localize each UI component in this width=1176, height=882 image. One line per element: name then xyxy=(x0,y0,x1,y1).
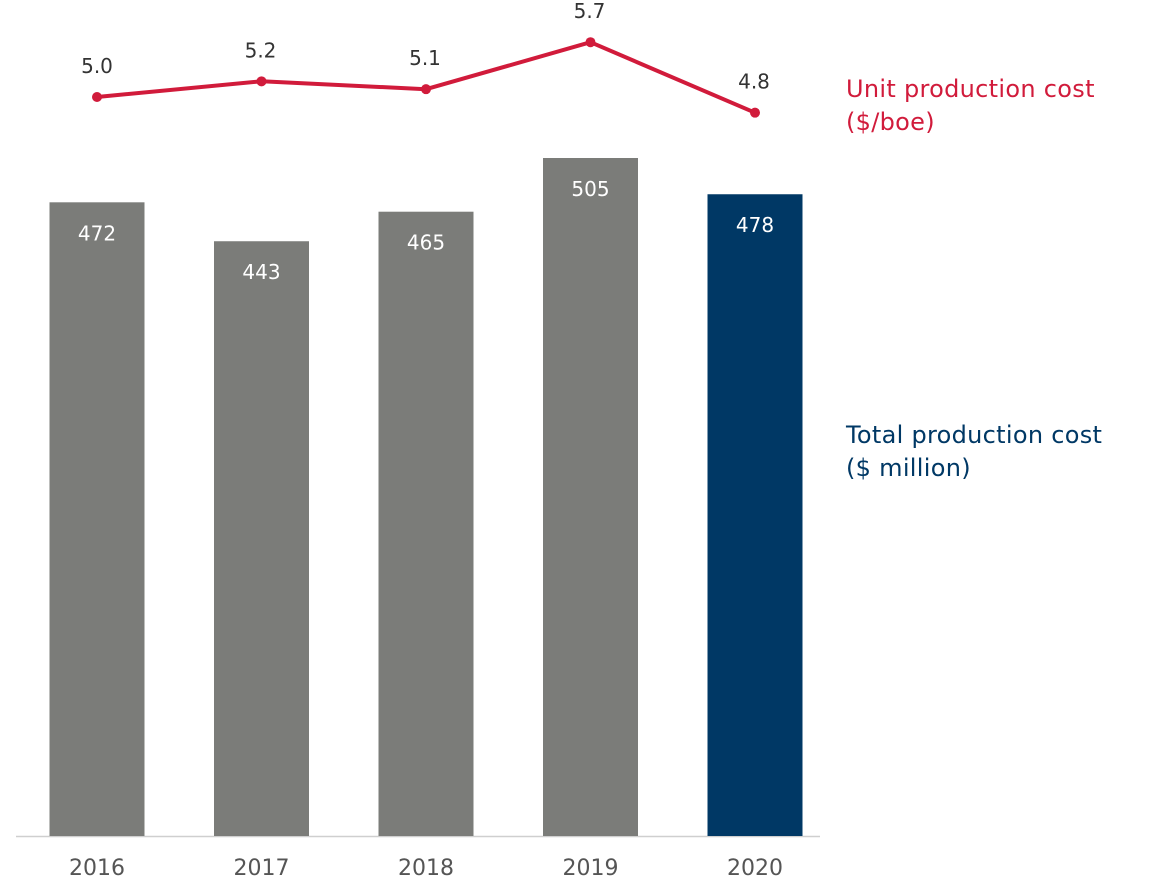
x-tick-label-2019: 2019 xyxy=(563,856,619,881)
unit-cost-point-2017 xyxy=(256,76,267,87)
unit-cost-value-labels: 5.0 5.2 5.1 5.7 4.8 xyxy=(81,0,770,94)
x-axis-tick-labels: 2016 2017 2018 2019 2020 xyxy=(69,856,783,881)
unit-cost-point-2018 xyxy=(421,84,431,95)
line-legend-title: Unit production cost xyxy=(846,75,1095,103)
unit-cost-point-2020 xyxy=(750,107,760,118)
unit-cost-label-2017: 5.2 xyxy=(245,38,277,62)
bar-2019 xyxy=(543,158,638,836)
bar-2017 xyxy=(214,241,309,836)
bar-2018 xyxy=(378,211,474,836)
bar-value-label-2016: 472 xyxy=(78,221,116,245)
unit-cost-label-2019: 5.7 xyxy=(574,0,606,23)
bar-value-labels: 472 443 465 505 478 xyxy=(78,177,774,284)
bar-series xyxy=(49,158,803,837)
bar-value-label-2018: 465 xyxy=(407,231,445,255)
unit-cost-label-2016: 5.0 xyxy=(81,54,113,78)
bar-value-label-2017: 443 xyxy=(242,260,280,284)
unit-cost-point-2016 xyxy=(92,92,102,102)
x-tick-label-2018: 2018 xyxy=(398,856,454,881)
x-tick-label-2020: 2020 xyxy=(727,856,783,881)
unit-cost-point-2019 xyxy=(585,37,596,48)
bar-legend-unit: ($ million) xyxy=(846,454,971,482)
bar-series-legend: Total production cost ($ million) xyxy=(846,419,1102,485)
unit-cost-points xyxy=(92,37,760,118)
bar-value-label-2020: 478 xyxy=(736,213,774,237)
x-tick-label-2017: 2017 xyxy=(234,856,290,881)
x-tick-label-2016: 2016 xyxy=(69,856,125,881)
bar-legend-title: Total production cost xyxy=(846,421,1103,449)
line-series-legend: Unit production cost ($/boe) xyxy=(846,73,1095,139)
bar-2020 xyxy=(707,194,803,836)
unit-cost-label-2020: 4.8 xyxy=(738,70,770,94)
bar-value-label-2019: 505 xyxy=(571,177,609,201)
unit-cost-label-2018: 5.1 xyxy=(409,46,441,70)
bar-2016 xyxy=(49,202,145,837)
line-legend-unit: ($/boe) xyxy=(846,108,935,136)
